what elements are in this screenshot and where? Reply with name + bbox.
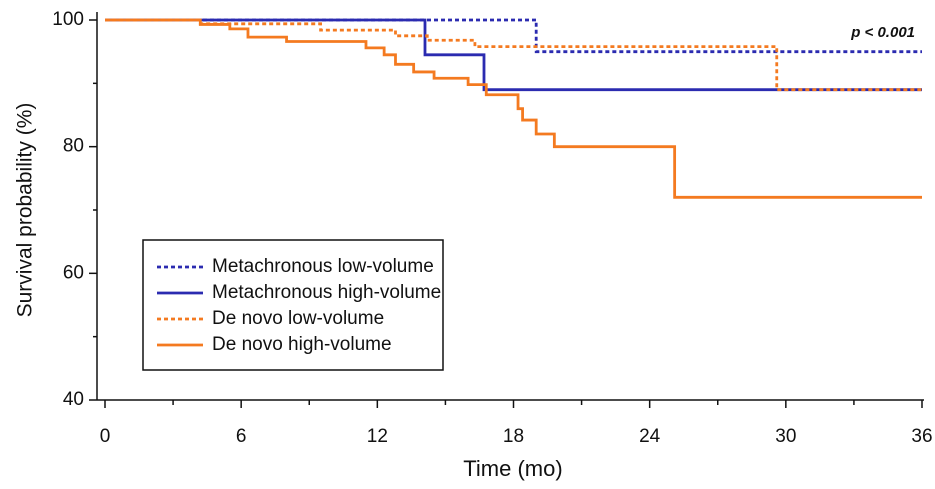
p-value: p < 0.001 — [850, 24, 915, 41]
x-tick-label: 30 — [775, 426, 796, 447]
x-tick-label: 12 — [367, 426, 388, 447]
legend-label: Metachronous low-volume — [212, 256, 434, 277]
x-tick-label: 0 — [100, 426, 111, 447]
legend-box — [142, 239, 444, 371]
legend-label: De novo high-volume — [212, 334, 392, 355]
legend-label: De novo low-volume — [212, 308, 384, 329]
x-tick-label: 24 — [639, 426, 661, 447]
survival-curve — [105, 18, 922, 92]
x-axis-label: Time (mo) — [463, 456, 562, 481]
x-tick-label: 36 — [911, 426, 932, 447]
y-tick-label: 60 — [63, 262, 84, 283]
y-tick-label: 80 — [63, 136, 84, 157]
survival-curve — [105, 18, 922, 199]
legend-label: Metachronous high-volume — [212, 282, 441, 303]
x-tick-label: 6 — [236, 426, 247, 447]
y-tick-label: 100 — [52, 9, 84, 30]
y-tick-label: 40 — [63, 389, 84, 410]
y-axis-label: Survival probability (%) — [14, 103, 37, 318]
x-tick-label: 18 — [503, 426, 524, 447]
survival-curve — [105, 18, 922, 92]
